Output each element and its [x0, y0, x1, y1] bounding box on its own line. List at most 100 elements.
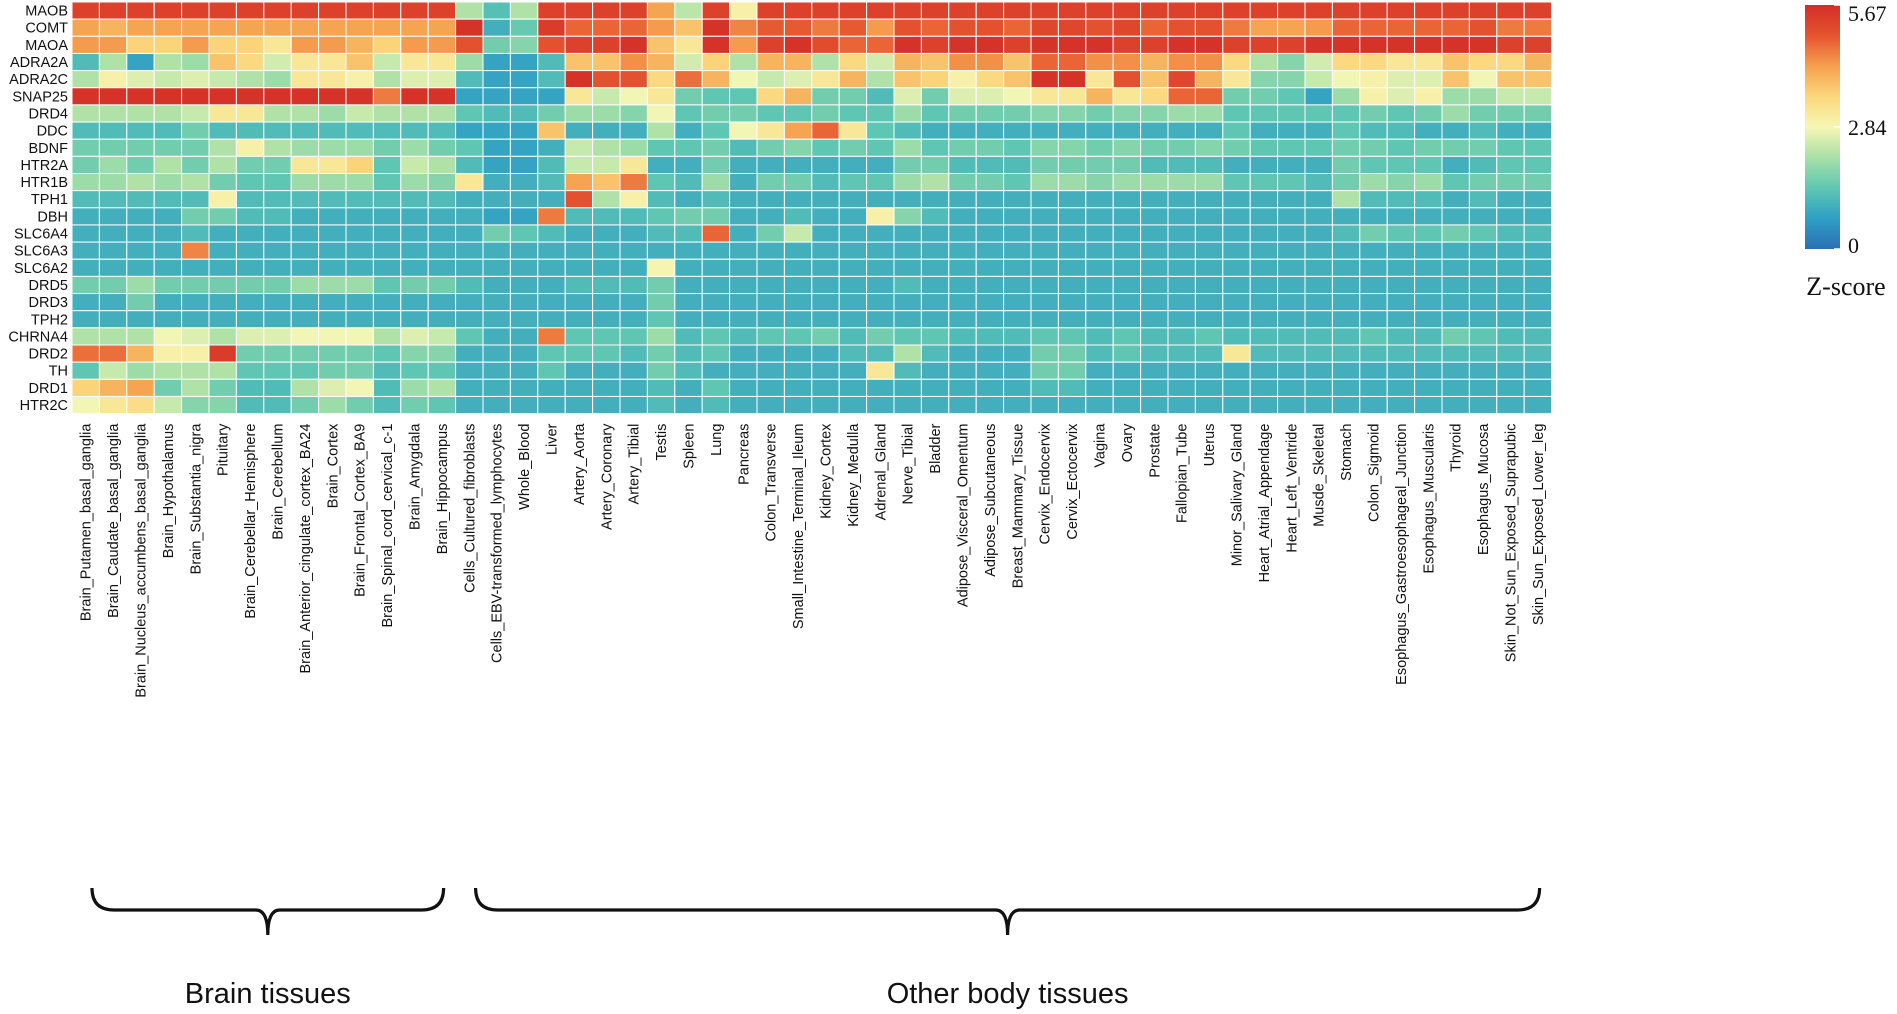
heatmap-cell-DRD3-21: [646, 293, 676, 312]
heatmap-cell-TH-33: [975, 361, 1005, 380]
heatmap-cell-SNAP25-24: [729, 87, 758, 106]
heatmap-cell-TH-43: [1249, 361, 1279, 380]
heatmap-cell-SLC6A2-45: [1304, 258, 1333, 277]
heatmap-cell-DRD4-52: [1496, 104, 1525, 123]
heatmap-cell-TPH2-34: [1003, 310, 1032, 329]
heatmap-cell-MAOA-51: [1468, 35, 1498, 54]
heatmap-cell-SNAP25-9: [318, 87, 347, 106]
heatmap-cell-MAOB-18: [564, 1, 594, 20]
heatmap-cell-ADRA2A-53: [1523, 52, 1553, 72]
heatmap-cell-DRD4-47: [1359, 104, 1388, 123]
group-label-1: Other body tissues: [887, 978, 1129, 1010]
heatmap-cell-HTR2A-3: [153, 155, 183, 175]
heatmap-cell-SLC6A3-5: [208, 241, 237, 260]
heatmap-cell-SLC6A3-20: [619, 241, 648, 260]
heatmap-cell-MAOB-47: [1359, 1, 1388, 20]
heatmap-cell-DRD2-42: [1222, 344, 1251, 363]
heatmap-cell-TPH1-39: [1140, 190, 1169, 209]
row-label-ADRA2C: ADRA2C: [9, 72, 68, 88]
heatmap-cell-SNAP25-27: [811, 87, 840, 106]
heatmap-cell-SLC6A3-23: [701, 241, 731, 260]
heatmap-cell-SLC6A2-7: [263, 258, 292, 277]
heatmap-cell-TH-42: [1222, 361, 1251, 380]
heatmap-cell-DRD3-24: [729, 293, 758, 312]
heatmap-cell-SLC6A3-7: [263, 241, 292, 260]
heatmap-cell-DRD2-53: [1523, 344, 1553, 363]
heatmap-cell-DBH-53: [1523, 207, 1553, 226]
heatmap-cell-TPH2-0: [71, 310, 100, 329]
heatmap-cell-TPH1-53: [1523, 190, 1553, 209]
heatmap-cell-SLC6A3-17: [537, 241, 566, 260]
heatmap-cell-TPH2-6: [235, 310, 265, 329]
heatmap-cell-SLC6A4-24: [729, 224, 758, 243]
heatmap-cell-COMT-28: [838, 18, 868, 37]
heatmap-cell-SNAP25-20: [619, 87, 648, 106]
heatmap-cell-MAOB-35: [1030, 1, 1059, 20]
heatmap-cell-DDC-32: [948, 121, 977, 140]
heatmap-cell-DDC-44: [1277, 121, 1306, 140]
heatmap-cell-HTR2A-33: [975, 155, 1005, 175]
heatmap-cell-ADRA2A-39: [1140, 52, 1169, 72]
heatmap-cell-DRD3-26: [783, 293, 813, 312]
row-label-ADRA2A: ADRA2A: [10, 55, 68, 71]
heatmap-cell-TH-23: [701, 361, 731, 380]
heatmap-cell-DRD2-26: [783, 344, 813, 363]
heatmap-cell-HTR2A-50: [1441, 155, 1470, 175]
column-label-23: Lung: [709, 424, 725, 456]
heatmap-cell-HTR1B-44: [1277, 173, 1306, 192]
heatmap-cell-ADRA2A-28: [838, 52, 868, 72]
column-label-33: Adipose_Subcutaneous: [983, 424, 999, 577]
column-label-28: Kidney_Medulla: [846, 423, 862, 527]
heatmap-cell-SLC6A4-41: [1194, 224, 1224, 243]
heatmap-cell-DRD5-52: [1496, 275, 1525, 295]
heatmap-cell-TH-47: [1359, 361, 1388, 380]
heatmap-cell-HTR1B-52: [1496, 173, 1525, 192]
heatmap-cell-CHRNA4-53: [1523, 327, 1553, 346]
heatmap-cell-DRD4-4: [181, 104, 210, 123]
heatmap-cell-TH-36: [1057, 361, 1087, 380]
heatmap-cell-MAOA-6: [235, 35, 265, 54]
heatmap-cell-ADRA2C-35: [1030, 70, 1059, 89]
heatmap-cell-DRD1-0: [71, 378, 100, 397]
heatmap-cell-MAOB-24: [729, 1, 758, 20]
heatmap-cell-HTR1B-36: [1057, 173, 1087, 192]
heatmap-cell-SLC6A3-16: [509, 241, 539, 260]
heatmap-cell-DRD5-3: [153, 275, 183, 295]
column-label-26: Small_Intestine_Terminal_Ileum: [791, 424, 807, 630]
heatmap-cell-DRD4-27: [811, 104, 840, 123]
heatmap-cell-DRD1-11: [372, 378, 402, 397]
heatmap-cell-SNAP25-2: [126, 87, 155, 106]
heatmap-cell-DRD2-35: [1030, 344, 1059, 363]
heatmap-cell-TH-48: [1386, 361, 1416, 380]
heatmap-cell-SLC6A3-47: [1359, 241, 1388, 260]
heatmap-cell-DDC-2: [126, 121, 155, 140]
heatmap-cell-DRD1-53: [1523, 378, 1553, 397]
heatmap-cell-CHRNA4-47: [1359, 327, 1388, 346]
heatmap-cell-CHRNA4-31: [920, 327, 950, 346]
heatmap-cell-DBH-6: [235, 207, 265, 226]
heatmap-cell-SNAP25-33: [975, 87, 1005, 106]
heatmap-cell-ADRA2C-40: [1167, 70, 1196, 89]
column-label-39: Prostate: [1147, 424, 1163, 478]
heatmap-cell-COMT-24: [729, 18, 758, 37]
column-label-18: Artery_Aorta: [572, 423, 588, 505]
heatmap-cell-TPH2-11: [372, 310, 402, 329]
heatmap-cell-DRD4-34: [1003, 104, 1032, 123]
heatmap-cell-HTR2C-32: [948, 395, 977, 415]
heatmap-cell-DRD3-20: [619, 293, 648, 312]
heatmap-cell-MAOB-50: [1441, 1, 1470, 20]
column-label-37: Vagina: [1093, 423, 1109, 468]
heatmap-cell-SLC6A2-13: [427, 258, 457, 277]
heatmap-cell-HTR2A-41: [1194, 155, 1224, 175]
heatmap-cell-TPH1-24: [729, 190, 758, 209]
heatmap-cell-TH-1: [98, 361, 128, 380]
heatmap-cell-COMT-5: [208, 18, 237, 37]
heatmap-cell-DRD2-46: [1331, 344, 1361, 363]
heatmap-cell-DRD4-33: [975, 104, 1005, 123]
heatmap-cell-DBH-35: [1030, 207, 1059, 226]
heatmap-cell-ADRA2C-39: [1140, 70, 1169, 89]
heatmap-cell-DRD5-21: [646, 275, 676, 295]
heatmap-cell-MAOB-21: [646, 1, 676, 20]
heatmap-cell-SLC6A3-6: [235, 241, 265, 260]
heatmap-cell-TPH2-18: [564, 310, 594, 329]
